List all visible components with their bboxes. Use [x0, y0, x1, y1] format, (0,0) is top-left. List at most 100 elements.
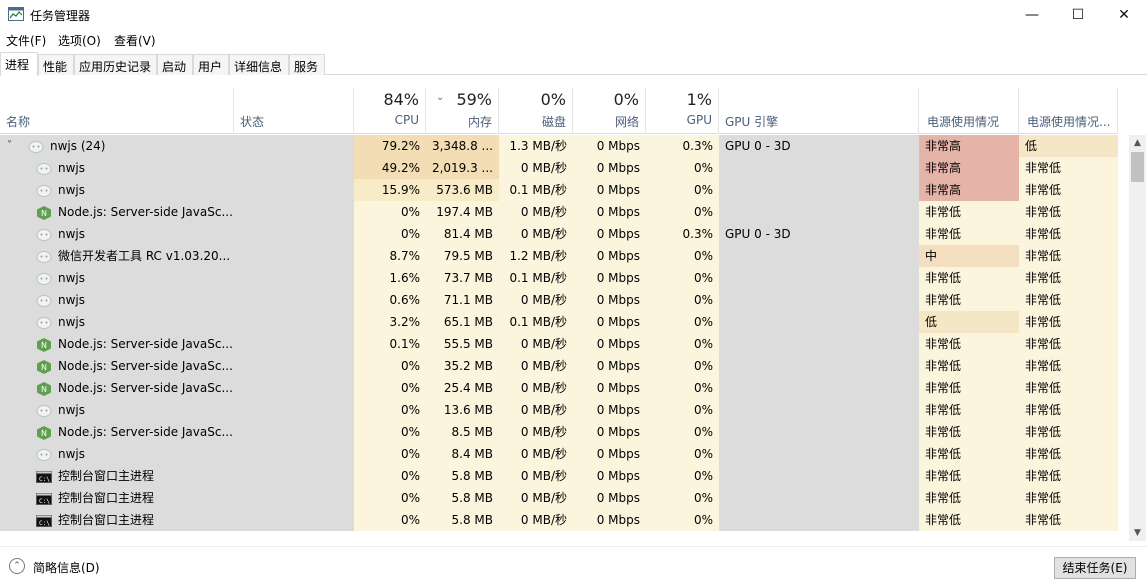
process-gpu: 0.3%	[646, 223, 719, 245]
process-gpu: 0%	[646, 267, 719, 289]
header-gpu-label: GPU	[686, 113, 712, 127]
menu-file[interactable]: 文件(F)	[6, 34, 47, 48]
scroll-up-icon[interactable]: ▲	[1134, 138, 1141, 148]
process-gpu-engine	[719, 157, 919, 179]
process-gpu: 0%	[646, 157, 719, 179]
nwjs-icon	[36, 183, 52, 197]
process-network: 0 Mbps	[573, 509, 646, 531]
header-status[interactable]: 状态	[234, 88, 354, 134]
process-row[interactable]: C:\ 控制台窗口主进程 0% 5.8 MB 0 MB/秒 0 Mbps 0% 非常低 非常低	[0, 465, 1118, 487]
process-network: 0 Mbps	[573, 311, 646, 333]
process-gpu-engine	[719, 355, 919, 377]
chevron-up-icon[interactable]: ⌃	[9, 558, 25, 574]
process-row[interactable]: nwjs 49.2% 2,019.3 ... 0 MB/秒 0 Mbps 0% 非常高 非常低	[0, 157, 1118, 179]
process-status	[234, 179, 354, 201]
process-row[interactable]: nwjs 1.6% 73.7 MB 0.1 MB/秒 0 Mbps 0% 非常低 非常低	[0, 267, 1118, 289]
process-row[interactable]: N Node.js: Server-side JavaSc... 0% 35.2 MB…	[0, 355, 1118, 377]
tab-startup[interactable]: 启动	[157, 54, 193, 75]
maximize-button[interactable]: ☐	[1071, 7, 1085, 23]
process-power: 非常高	[919, 179, 1019, 201]
process-gpu: 0%	[646, 399, 719, 421]
process-row[interactable]: N Node.js: Server-side JavaSc... 0% 25.4 MB…	[0, 377, 1118, 399]
header-power[interactable]: 电源使用情况	[919, 88, 1019, 134]
tab-app-history[interactable]: 应用历史记录	[74, 54, 157, 75]
tab-processes[interactable]: 进程	[0, 52, 38, 76]
process-power: 低	[919, 311, 1019, 333]
process-row[interactable]: N Node.js: Server-side JavaSc... 0% 8.5 MB 0…	[0, 421, 1118, 443]
fewer-details-link[interactable]: 简略信息(D)	[33, 561, 100, 575]
process-memory: 573.6 MB	[426, 179, 499, 201]
process-row[interactable]: N Node.js: Server-side JavaSc... 0.1% 55.5 …	[0, 333, 1118, 355]
process-row[interactable]: nwjs 0% 13.6 MB 0 MB/秒 0 Mbps 0% 非常低 非常低	[0, 399, 1118, 421]
close-button[interactable]: ✕	[1118, 7, 1130, 23]
header-network[interactable]: 0% 网络	[573, 88, 646, 134]
process-row[interactable]: nwjs 0.6% 71.1 MB 0 MB/秒 0 Mbps 0% 非常低 非常低	[0, 289, 1118, 311]
process-gpu: 0%	[646, 465, 719, 487]
process-cpu: 0%	[354, 465, 426, 487]
process-row[interactable]: 微信开发者工具 RC v1.03.20... 8.7% 79.5 MB 1.2 MB/…	[0, 245, 1118, 267]
process-network: 0 Mbps	[573, 377, 646, 399]
tab-users[interactable]: 用户	[193, 54, 229, 75]
process-network: 0 Mbps	[573, 421, 646, 443]
process-power: 非常低	[919, 201, 1019, 223]
header-gpu-engine[interactable]: GPU 引擎	[719, 88, 919, 134]
tab-performance[interactable]: 性能	[38, 54, 74, 75]
process-status	[234, 135, 354, 157]
header-disk-label: 磁盘	[541, 115, 566, 129]
process-row[interactable]: nwjs 0% 8.4 MB 0 MB/秒 0 Mbps 0% 非常低 非常低	[0, 443, 1118, 465]
header-gpu[interactable]: 1% GPU	[646, 88, 719, 134]
minimize-button[interactable]: —	[1025, 7, 1039, 23]
menu-bar: 文件(F) 选项(O) 查看(V)	[0, 30, 1147, 50]
process-power: 非常高	[919, 157, 1019, 179]
process-cpu: 0%	[354, 223, 426, 245]
scroll-down-icon[interactable]: ▼	[1134, 528, 1141, 538]
process-memory: 73.7 MB	[426, 267, 499, 289]
process-disk: 0 MB/秒	[499, 443, 573, 465]
menu-options[interactable]: 选项(O)	[58, 34, 101, 48]
process-row[interactable]: nwjs 3.2% 65.1 MB 0.1 MB/秒 0 Mbps 0% 低非常低	[0, 311, 1118, 333]
process-row[interactable]: N Node.js: Server-side JavaSc... 0% 197.4 M…	[0, 201, 1118, 223]
process-network: 0 Mbps	[573, 355, 646, 377]
expand-chevron-icon[interactable]: ˅	[7, 140, 12, 151]
process-row[interactable]: nwjs 0% 81.4 MB 0 MB/秒 0 Mbps 0.3% GPU 0 - 3D 非…	[0, 223, 1118, 245]
tab-services[interactable]: 服务	[289, 54, 325, 75]
process-name-cell: 微信开发者工具 RC v1.03.20...	[0, 245, 234, 267]
svg-text:N: N	[41, 429, 47, 438]
process-gpu-engine	[719, 443, 919, 465]
process-power-trend: 非常低	[1019, 333, 1118, 355]
process-gpu-engine: GPU 0 - 3D	[719, 135, 919, 157]
process-gpu: 0%	[646, 245, 719, 267]
process-row[interactable]: nwjs 15.9% 573.6 MB 0.1 MB/秒 0 Mbps 0% 非常高 非常低	[0, 179, 1118, 201]
end-task-button[interactable]: 结束任务(E)	[1054, 557, 1136, 579]
process-row[interactable]: C:\ 控制台窗口主进程 0% 5.8 MB 0 MB/秒 0 Mbps 0% 非常低 非常低	[0, 487, 1118, 509]
menu-view[interactable]: 查看(V)	[114, 34, 156, 48]
process-power-trend: 非常低	[1019, 509, 1118, 531]
vertical-scrollbar[interactable]: ▲ ▼	[1129, 135, 1146, 541]
process-row[interactable]: C:\ 控制台窗口主进程 0% 5.8 MB 0 MB/秒 0 Mbps 0% 非常低 非常低	[0, 509, 1118, 531]
header-name[interactable]: 名称	[0, 88, 234, 134]
process-gpu-engine	[719, 509, 919, 531]
process-power-trend: 非常低	[1019, 399, 1118, 421]
tab-details[interactable]: 详细信息	[229, 54, 289, 75]
process-cpu: 0.1%	[354, 333, 426, 355]
process-gpu: 0%	[646, 201, 719, 223]
header-cpu[interactable]: 84% CPU	[354, 88, 426, 134]
process-row[interactable]: ˅ nwjs (24) 79.2% 3,348.8 ... 1.3 MB/秒 0 Mbps…	[0, 135, 1118, 157]
nodejs-icon: N	[36, 205, 52, 220]
process-power-trend: 非常低	[1019, 487, 1118, 509]
scroll-thumb[interactable]	[1131, 152, 1144, 182]
nwjs-icon	[36, 227, 52, 241]
process-network: 0 Mbps	[573, 201, 646, 223]
svg-text:C:\: C:\	[39, 498, 50, 505]
process-name-cell: N Node.js: Server-side JavaSc...	[0, 421, 234, 443]
nodejs-icon: N	[36, 425, 52, 440]
process-cpu: 79.2%	[354, 135, 426, 157]
process-memory: 65.1 MB	[426, 311, 499, 333]
process-network: 0 Mbps	[573, 443, 646, 465]
process-power: 非常低	[919, 421, 1019, 443]
header-power-trend[interactable]: 电源使用情况...	[1019, 88, 1118, 134]
process-gpu: 0%	[646, 179, 719, 201]
header-disk[interactable]: 0% 磁盘	[499, 88, 573, 134]
process-power: 非常高	[919, 135, 1019, 157]
header-memory[interactable]: ⌄ 59% 内存	[426, 88, 499, 134]
